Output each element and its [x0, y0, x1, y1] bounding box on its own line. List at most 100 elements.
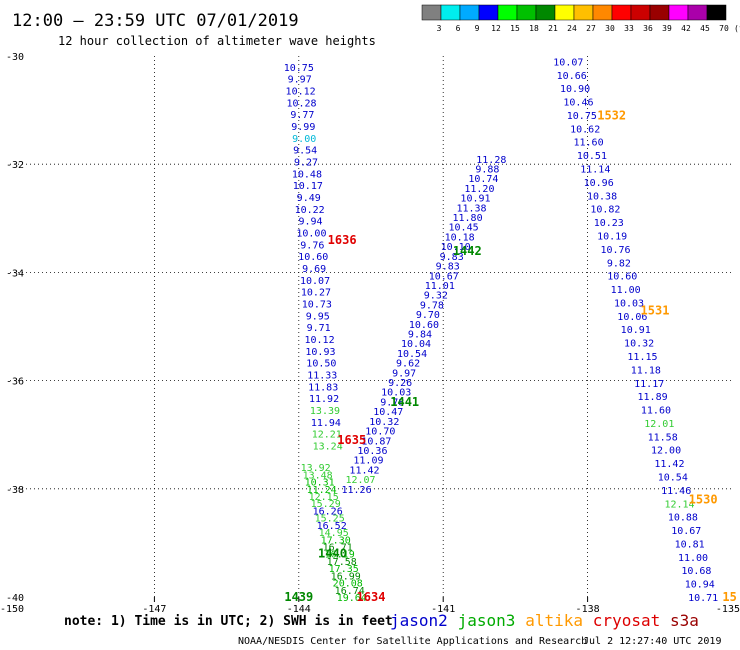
colorbar-label: 30 [605, 24, 615, 33]
swh-value: 9.83 [436, 262, 460, 273]
swh-value: 10.82 [590, 205, 620, 216]
x-tick-label: -144 [287, 604, 311, 615]
swh-value: 10.45 [449, 223, 479, 234]
swh-value: 12.00 [651, 446, 681, 457]
colorbar-label: 18 [529, 24, 539, 33]
swh-value: 10.28 [286, 98, 316, 109]
swh-value: 12.01 [644, 419, 674, 430]
swh-value: 11.14 [580, 165, 610, 176]
swh-value: 9.78 [380, 397, 404, 408]
swh-value: 10.67 [429, 271, 459, 282]
swh-value: 9.84 [408, 330, 432, 341]
swh-value: 11.20 [464, 184, 494, 195]
swh-value: 11.33 [307, 371, 337, 382]
swh-value: 11.58 [648, 432, 678, 443]
x-edge-label-right: -135 [716, 604, 740, 615]
satellite-legend-jason2: jason2 [390, 611, 448, 630]
swh-value: 13.39 [310, 406, 340, 417]
swh-value: 13.48 [303, 470, 333, 481]
chart-title: 12:00 – 23:59 UTC 07/01/2019 [12, 11, 299, 31]
swh-value: 10.48 [292, 169, 322, 180]
swh-value: 15.29 [311, 499, 341, 510]
swh-value: 11.42 [349, 465, 379, 476]
colorbar-swatch [459, 4, 480, 21]
swh-value: 16.99 [331, 571, 361, 582]
swh-value: 11.24 [307, 485, 337, 496]
swh-value: 10.07 [300, 276, 330, 287]
swh-value: 9.94 [298, 217, 322, 228]
swh-value: 10.19 [597, 231, 627, 242]
swh-value: 13.92 [301, 463, 331, 474]
swh-value: 10.23 [594, 218, 624, 229]
swh-value: 9.49 [297, 193, 321, 204]
swh-value: 10.91 [460, 194, 490, 205]
swh-value: 17.30 [321, 535, 351, 546]
swh-value: 10.71 [688, 593, 718, 604]
swh-value: 10.67 [671, 526, 701, 537]
swh-value: 10.87 [361, 436, 391, 447]
y-tick-label: -36 [6, 377, 24, 388]
swh-value: 10.03 [614, 298, 644, 309]
swh-value: 10.90 [560, 84, 590, 95]
swh-value: 9.62 [396, 359, 420, 370]
swh-value: 19.64 [337, 593, 367, 604]
swh-value: 11.60 [641, 406, 671, 417]
axes: -30 -32 -34 -36 -38 -40 -147 -144 -141 -138 -150 -1… [0, 52, 740, 615]
colorbar-swatch [421, 4, 442, 21]
x-tick-label: -138 [576, 604, 600, 615]
colorbar-label: 6 [456, 24, 461, 33]
swh-value: 9.76 [300, 240, 324, 251]
satellite-legend-cryosat: cryosat [593, 611, 660, 630]
swh-value: 11.80 [452, 213, 482, 224]
swh-value: 10.51 [577, 151, 607, 162]
swh-value: 10.10 [441, 242, 471, 253]
swh-value: 10.03 [381, 388, 411, 399]
colorbar-swatch [516, 4, 537, 21]
colorbar-label: 33 [624, 24, 634, 33]
swh-value: 15.25 [315, 514, 345, 525]
swh-value: 10.60 [607, 272, 637, 283]
colorbar-label: 36 [643, 24, 653, 33]
swh-value: 20.08 [333, 579, 363, 590]
colorbar-swatch [687, 4, 708, 21]
swh-value: 11.18 [631, 365, 661, 376]
swh-value: 10.50 [306, 359, 336, 370]
swh-value: 11.09 [353, 456, 383, 467]
swh-value: 10.62 [570, 124, 600, 135]
swh-value: 11.26 [342, 485, 372, 496]
y-tick-label: -34 [6, 268, 24, 279]
swh-value: 11.00 [611, 285, 641, 296]
colorbar-label: 24 [567, 24, 577, 33]
swh-value: 10.17 [293, 181, 323, 192]
colorbar-swatch [573, 4, 594, 21]
swh-value: 11.17 [634, 379, 664, 390]
swh-value: 9.88 [475, 164, 499, 175]
colorbar-swatch [630, 4, 651, 21]
swh-value: 9.99 [291, 122, 315, 133]
colorbar-swatch [649, 4, 670, 21]
colorbar-swatch [554, 4, 575, 21]
swh-value: 10.04 [401, 339, 431, 350]
pass-time-label: 1440 [318, 547, 347, 561]
swh-value: 11.15 [627, 352, 657, 363]
y-tick-label: -38 [6, 485, 24, 496]
satellite-legend-s3a: s3a [670, 611, 699, 630]
note-text: note: 1) Time is in UTC; 2) SWH is in fe… [64, 614, 393, 629]
swh-value: 14.95 [319, 528, 349, 539]
colorbar-label: 21 [548, 24, 558, 33]
swh-value: 9.95 [306, 311, 330, 322]
pass-time-label: 1441 [390, 395, 419, 409]
swh-value: 16.26 [313, 506, 343, 517]
swh-value: 16.52 [317, 521, 347, 532]
x-edge-label-left: -150 [0, 604, 24, 615]
x-tick-label: -141 [431, 604, 455, 615]
colorbar-swatch [478, 4, 499, 21]
swh-value: 10.73 [302, 300, 332, 311]
swh-value: 10.47 [373, 407, 403, 418]
swh-value: 10.00 [296, 229, 326, 240]
swh-value: 13.24 [313, 442, 343, 453]
pass-time-label: 1531 [641, 303, 670, 317]
swh-value: 10.91 [621, 325, 651, 336]
